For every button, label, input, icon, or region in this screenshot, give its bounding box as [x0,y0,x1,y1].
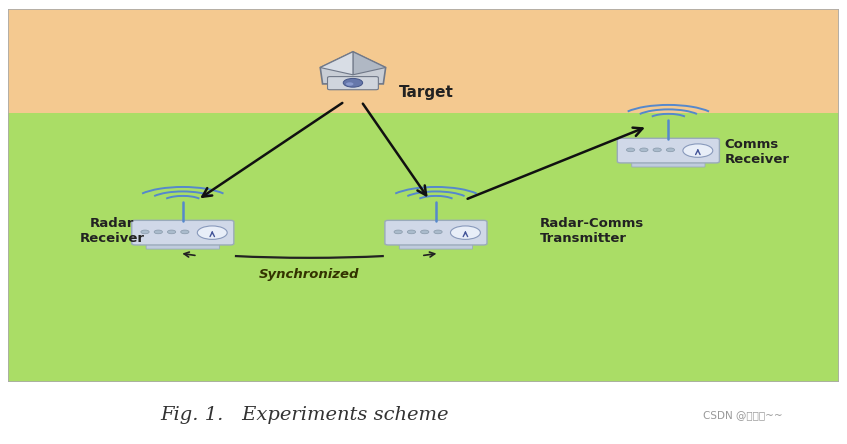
Circle shape [197,226,227,239]
FancyBboxPatch shape [385,220,487,245]
FancyBboxPatch shape [617,138,719,163]
Text: Radar-Comms
Transmitter: Radar-Comms Transmitter [540,217,644,245]
Polygon shape [353,52,385,75]
Text: Radar
Receiver: Radar Receiver [80,217,145,245]
Circle shape [343,79,363,87]
Text: Comms
Receiver: Comms Receiver [725,139,789,166]
Circle shape [141,230,149,234]
Polygon shape [320,52,385,84]
FancyBboxPatch shape [328,77,379,90]
Circle shape [421,230,429,234]
Circle shape [627,148,634,152]
Circle shape [180,230,189,234]
Circle shape [451,226,480,239]
Circle shape [394,230,402,234]
Text: Fig. 1.   Experiments scheme: Fig. 1. Experiments scheme [161,406,449,424]
Circle shape [168,230,175,234]
Polygon shape [320,52,353,75]
Bar [8,113,839,382]
Circle shape [154,230,163,234]
Circle shape [434,230,442,234]
Circle shape [683,144,713,157]
Text: CSDN @须尽欢~~: CSDN @须尽欢~~ [703,410,783,420]
Circle shape [346,82,353,86]
FancyBboxPatch shape [147,243,219,249]
Text: Synchronized: Synchronized [259,268,360,281]
Bar [8,9,839,113]
FancyBboxPatch shape [132,220,234,245]
Circle shape [653,148,662,152]
Circle shape [639,148,648,152]
FancyBboxPatch shape [399,243,473,249]
Text: Target: Target [399,85,453,100]
Circle shape [667,148,674,152]
Circle shape [407,230,416,234]
FancyBboxPatch shape [632,161,705,167]
